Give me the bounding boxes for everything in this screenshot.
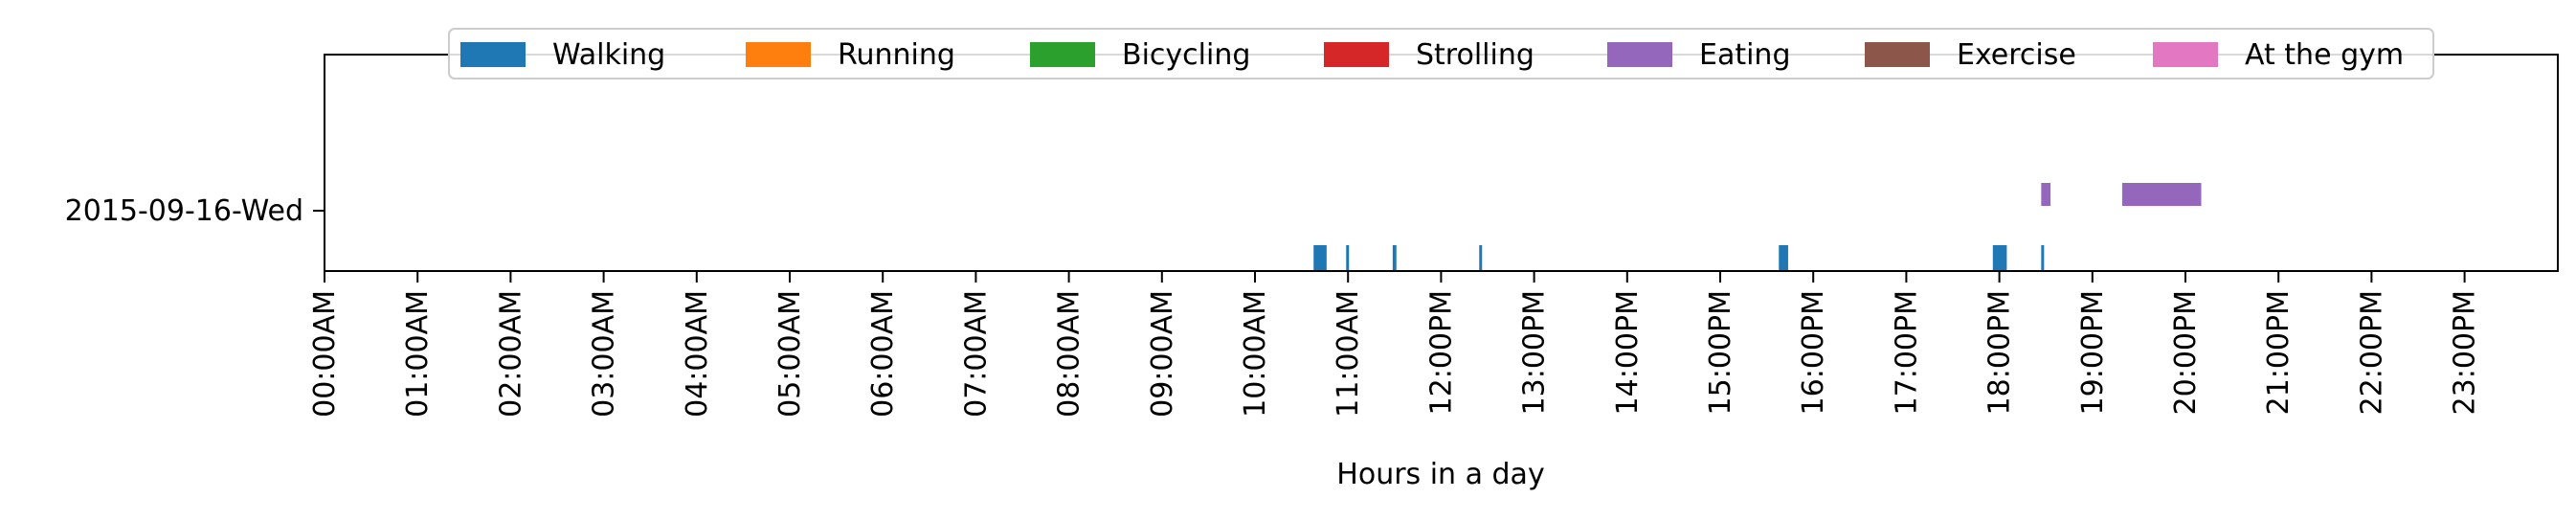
bar-walking <box>1779 245 1788 271</box>
x-tick-label: 02:00AM <box>494 290 527 418</box>
legend-swatch <box>1324 42 1389 67</box>
x-tick-label: 01:00AM <box>401 290 435 418</box>
legend-label: Bicycling <box>1122 38 1250 72</box>
x-tick-label: 13:00PM <box>1518 290 1552 415</box>
x-tick-label: 03:00AM <box>588 290 621 418</box>
legend-swatch <box>1865 42 1930 67</box>
plot-frame <box>324 54 2559 272</box>
bar-walking <box>1479 245 1483 271</box>
x-tick-label: 15:00PM <box>1704 290 1737 415</box>
chart-marks <box>1313 183 2202 271</box>
bar-walking <box>1392 245 1397 271</box>
bar-walking <box>2041 245 2045 271</box>
x-tick-label: 20:00PM <box>2169 290 2203 415</box>
legend-swatch <box>746 42 811 67</box>
legend-label: Eating <box>1699 38 1791 72</box>
bar-eating <box>2041 183 2051 206</box>
x-tick-label: 05:00AM <box>773 290 807 418</box>
x-tick-label: 19:00PM <box>2076 290 2110 415</box>
x-tick-label: 08:00AM <box>1053 290 1086 418</box>
x-tick-label: 11:00AM <box>1332 290 1365 418</box>
x-tick-label: 00:00AM <box>308 290 342 418</box>
legend-box <box>448 28 2434 79</box>
x-tick-label: 07:00AM <box>959 290 993 418</box>
legend-label: At the gym <box>2245 38 2404 72</box>
legend-label: Exercise <box>1957 38 2076 72</box>
legend-swatch <box>2153 42 2218 67</box>
x-tick-label: 04:00AM <box>681 290 714 418</box>
x-tick-label: 18:00PM <box>1983 290 2017 415</box>
y-tick-label: 2015-09-16-Wed <box>65 194 303 228</box>
x-tick-label: 17:00PM <box>1890 290 1923 415</box>
x-tick-label: 16:00PM <box>1797 290 1830 415</box>
x-tick-label: 22:00PM <box>2355 290 2388 415</box>
x-tick-label: 09:00AM <box>1146 290 1179 418</box>
legend-label: Running <box>838 38 955 72</box>
x-axis: 00:00AM 01:00AM 02:00AM 03:00AM 04:00AM 05:00… <box>308 271 2482 418</box>
x-tick-label: 23:00PM <box>2449 290 2482 415</box>
bar-walking <box>1346 245 1350 271</box>
legend-label: Walking <box>552 38 665 72</box>
legend: Walking Running Bicycling Strolling Eating Ex… <box>448 28 2434 79</box>
legend-swatch <box>1607 42 1672 67</box>
x-tick-label: 14:00PM <box>1611 290 1645 415</box>
y-axis: 2015-09-16-Wed <box>65 194 325 228</box>
bar-walking <box>1313 245 1327 271</box>
x-tick-label: 06:00AM <box>866 290 900 418</box>
bar-walking <box>1992 245 2007 271</box>
legend-swatch <box>1030 42 1095 67</box>
x-axis-label: Hours in a day <box>1336 458 1544 491</box>
bar-eating <box>2121 183 2202 206</box>
legend-label: Strolling <box>1416 38 1534 72</box>
x-tick-label: 12:00PM <box>1424 290 1458 415</box>
x-tick-label: 10:00AM <box>1239 290 1272 418</box>
x-tick-label: 21:00PM <box>2262 290 2296 415</box>
legend-swatch <box>460 42 526 67</box>
